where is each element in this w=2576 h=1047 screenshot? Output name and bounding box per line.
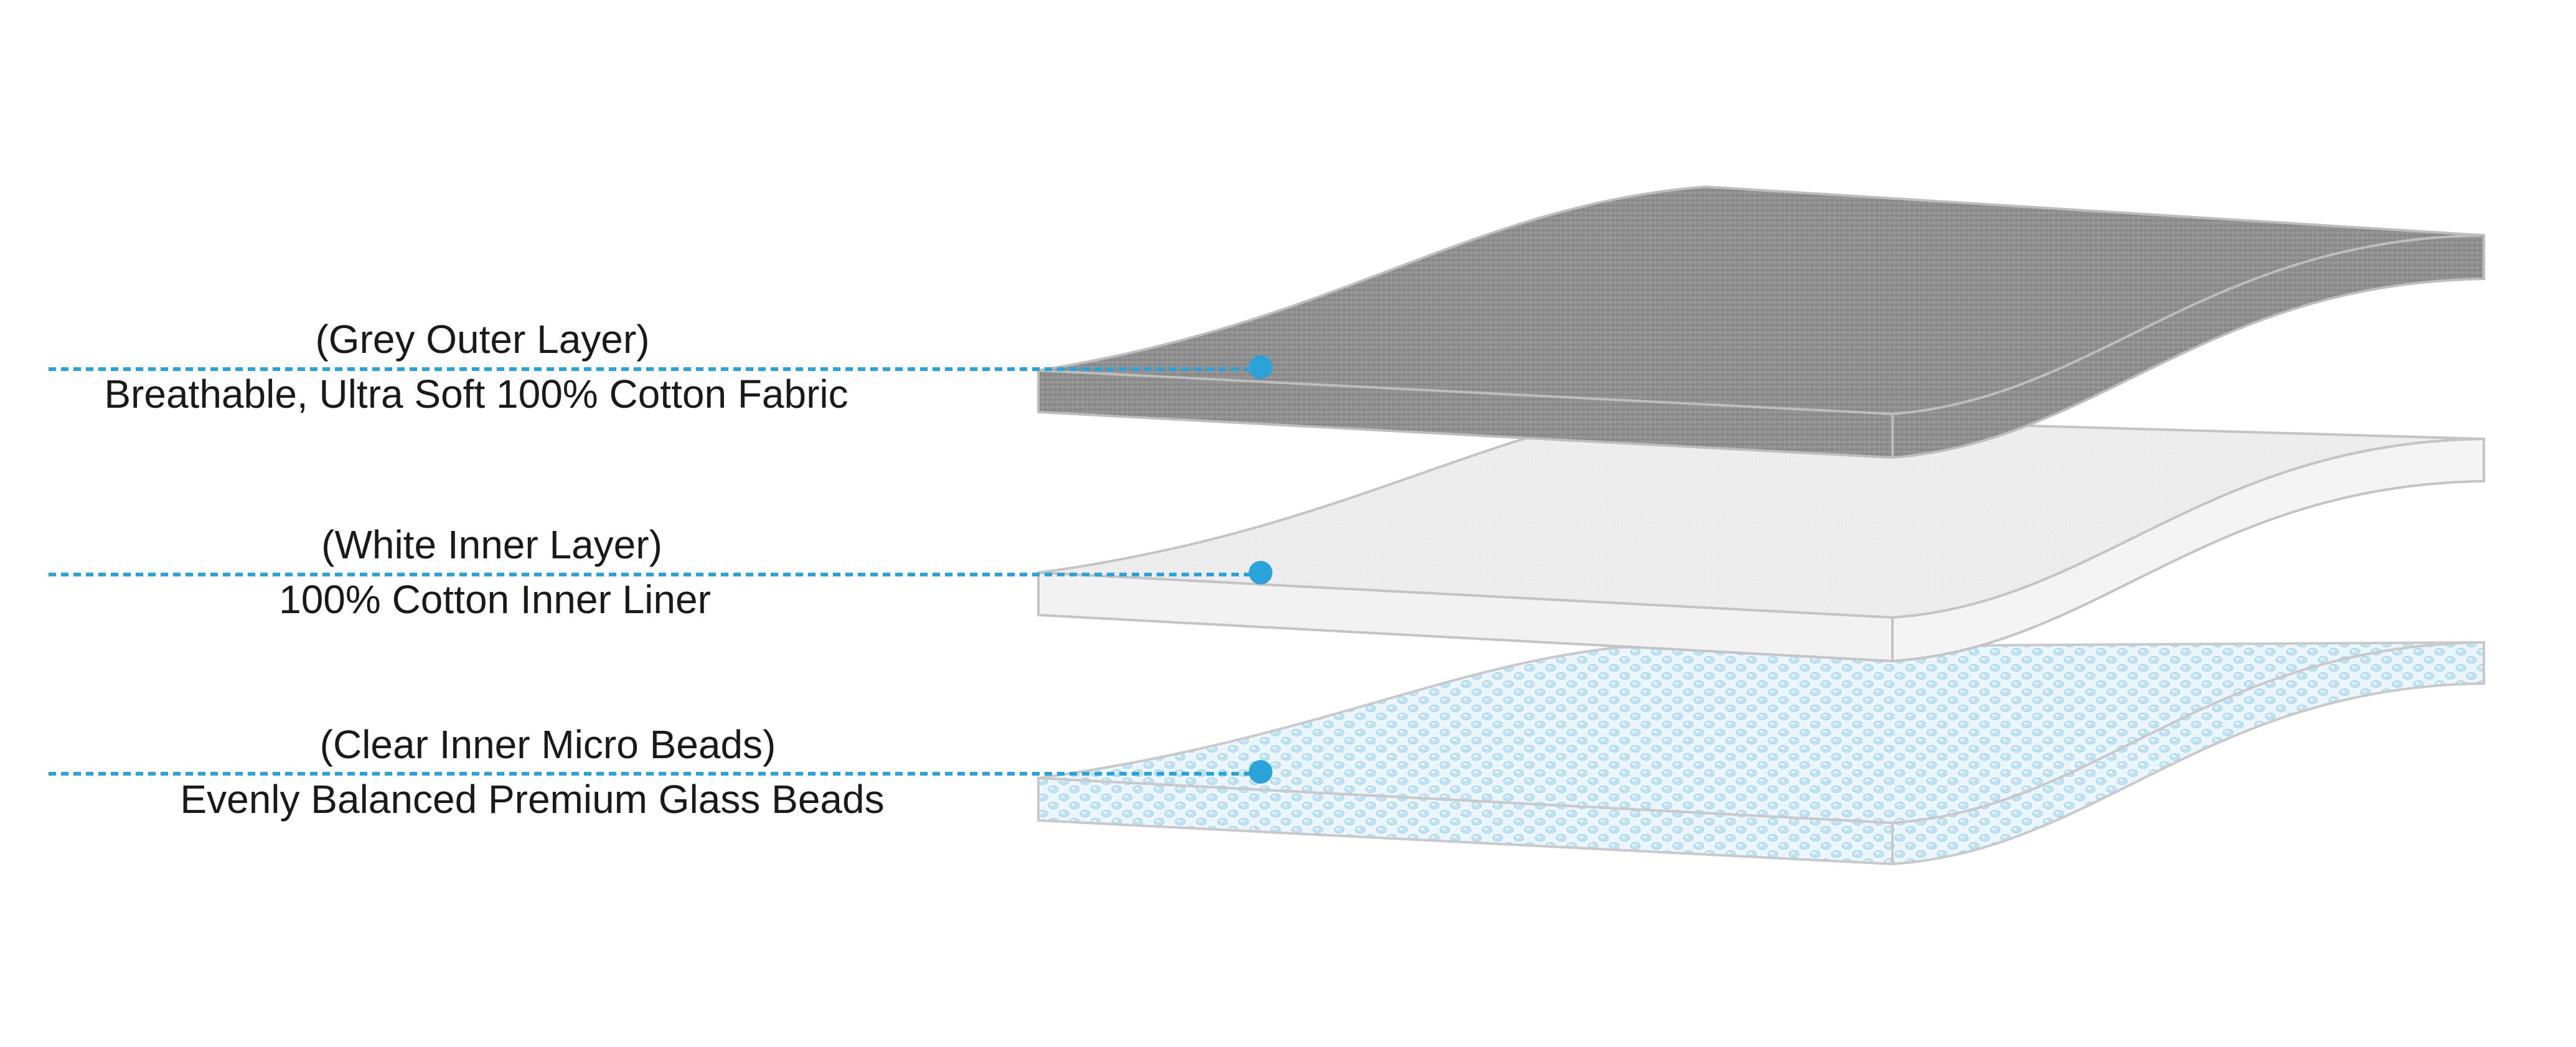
bead-layer-description: Evenly Balanced Premium Glass Beads xyxy=(180,777,884,822)
white-layer-description: 100% Cotton Inner Liner xyxy=(279,577,711,622)
bead-layer-title: (Clear Inner Micro Beads) xyxy=(320,722,776,767)
white-layer-right-edge xyxy=(1891,437,2485,663)
white-layer-illustration xyxy=(1037,412,2485,663)
grey-layer-leader-dot xyxy=(1249,355,1272,379)
bead-layer-label: (Clear Inner Micro Beads) Evenly Balance… xyxy=(180,722,884,822)
grey-layer-leader xyxy=(49,355,1272,379)
grey-layer-description: Breathable, Ultra Soft 100% Cotton Fabri… xyxy=(104,372,848,416)
bead-layer-leader xyxy=(49,760,1272,784)
bead-layer-leader-dot xyxy=(1249,760,1272,784)
white-layer-leader-dot xyxy=(1249,561,1272,585)
white-layer-label: (White Inner Layer) 100% Cotton Inner Li… xyxy=(279,522,711,622)
grey-layer-illustration xyxy=(1037,185,2485,459)
grey-layer-label: (Grey Outer Layer) Breathable, Ultra Sof… xyxy=(104,317,848,416)
white-layer-title: (White Inner Layer) xyxy=(321,522,662,567)
grey-layer-title: (Grey Outer Layer) xyxy=(315,317,649,362)
bead-layer-illustration xyxy=(1037,641,2485,866)
grey-layer-right-edge xyxy=(1891,233,2485,459)
white-layer-leader xyxy=(49,561,1272,585)
bead-layer-right-edge xyxy=(1891,641,2485,866)
